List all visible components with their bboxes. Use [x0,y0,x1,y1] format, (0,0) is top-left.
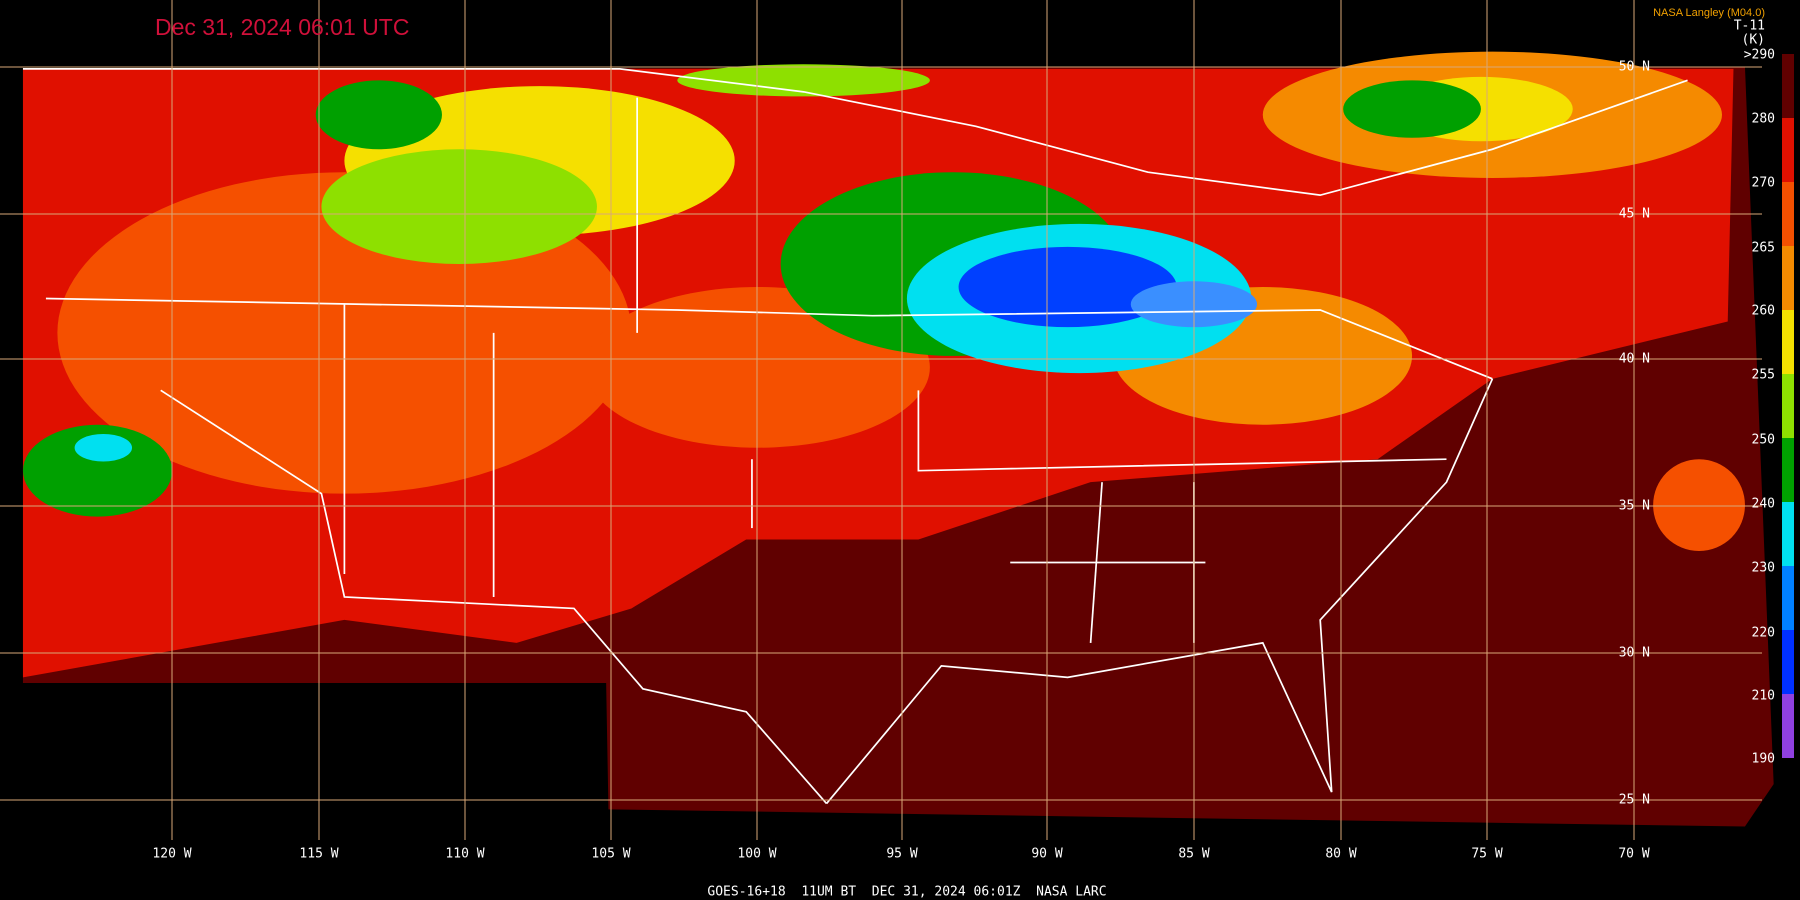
colorbar-label: 230 [1752,561,1775,576]
colorbar-label: >290 [1744,48,1775,63]
longitude-label: 75 W [1471,847,1502,862]
longitude-label: 85 W [1178,847,1209,862]
footer: GOES-16+18 11UM BT DEC 31, 2024 06:01Z N… [707,885,1106,900]
source: NASA Langley (M04.0) [1653,7,1765,19]
colorbar-label: 190 [1752,752,1775,767]
longitude-label: 95 W [886,847,917,862]
graticule [0,0,1762,840]
colorbar-label: 260 [1752,304,1775,319]
channel: T-11 [1734,19,1765,34]
colorbar-label: 270 [1752,176,1775,191]
colorbar-label: 265 [1752,241,1775,256]
latitude-label: 45 N [1619,207,1650,222]
colorbar [1782,54,1794,758]
colorbar-label: 240 [1752,497,1775,512]
longitude-label: 110 W [445,847,484,862]
unit: (K) [1742,33,1765,48]
longitude-label: 115 W [299,847,338,862]
latitude-label: 25 N [1619,793,1650,808]
longitude-label: 90 W [1031,847,1062,862]
latitude-label: 40 N [1619,352,1650,367]
longitude-label: 80 W [1325,847,1356,862]
title: Dec 31, 2024 06:01 UTC [155,14,409,40]
latitude-label: 30 N [1619,646,1650,661]
colorbar-label: 220 [1752,626,1775,641]
latitude-label: 50 N [1619,60,1650,75]
colorbar-label: 280 [1752,112,1775,127]
longitude-label: 100 W [737,847,776,862]
latitude-label: 35 N [1619,499,1650,514]
longitude-label: 70 W [1618,847,1649,862]
imagery [22,51,1774,827]
longitude-label: 105 W [591,847,630,862]
longitude-label: 120 W [152,847,191,862]
colorbar-label: 250 [1752,433,1775,448]
colorbar-label: 210 [1752,689,1775,704]
colorbar-label: 255 [1752,368,1775,383]
